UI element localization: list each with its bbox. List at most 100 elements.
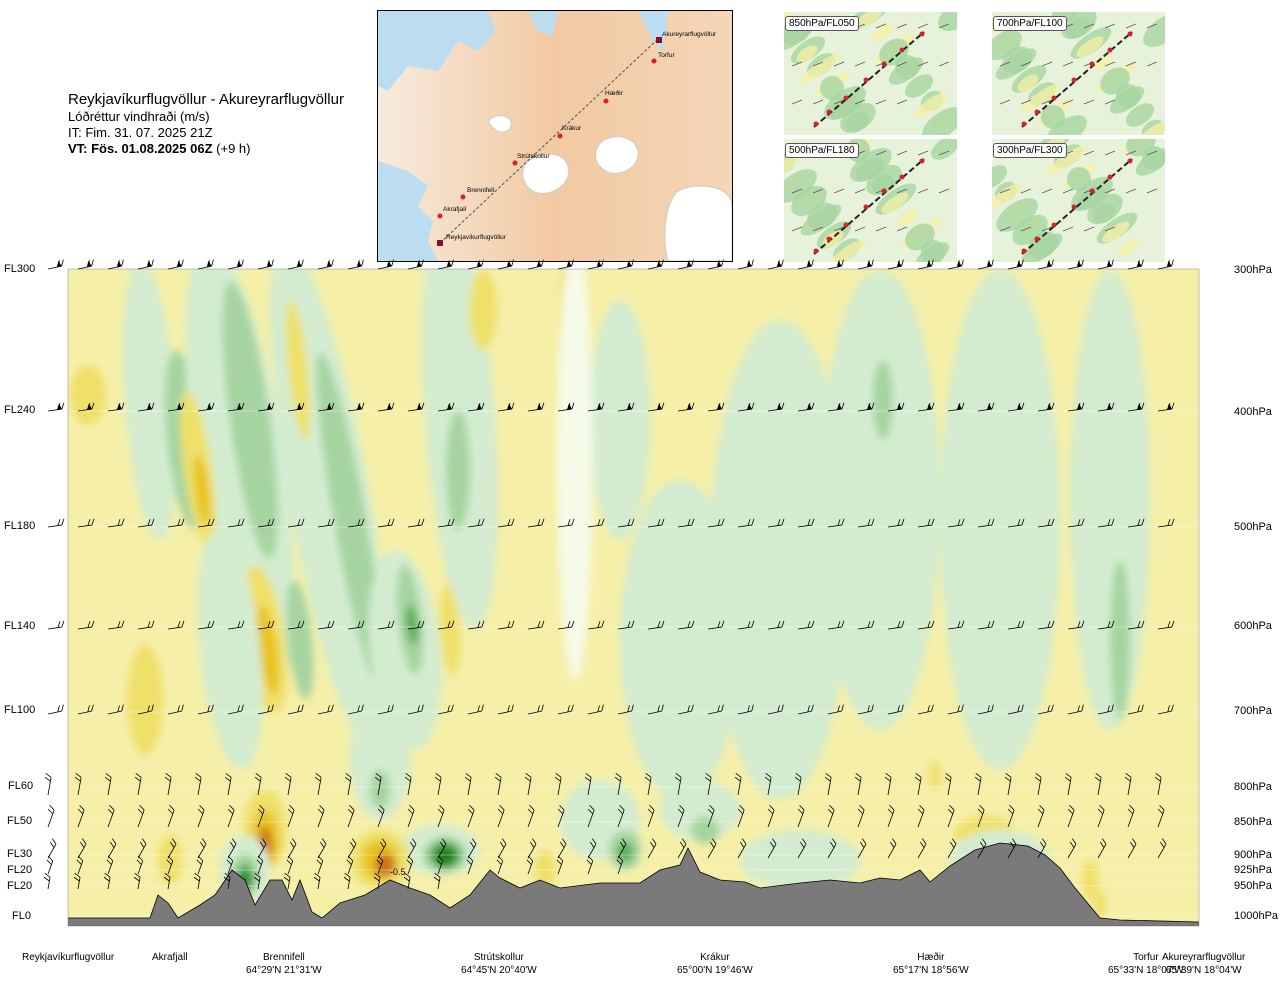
- wind-barb: [824, 772, 832, 796]
- thumb-waypoint: [1051, 222, 1057, 228]
- wind-barb: [767, 402, 785, 412]
- wind-barb: [107, 838, 117, 859]
- wind-barb: [1157, 402, 1175, 412]
- thumb-wind-barb: [1125, 188, 1137, 194]
- wind-barb: [77, 838, 87, 859]
- wind-barb: [677, 518, 695, 528]
- thumb-wind-barb: [896, 23, 908, 29]
- wind-barb: [107, 620, 125, 630]
- wind-barb: [347, 704, 364, 715]
- wind-barb: [1157, 804, 1165, 828]
- wind-barb: [1037, 838, 1047, 859]
- thumb-waypoint: [1107, 47, 1113, 53]
- wind-barb: [196, 855, 204, 875]
- wind-barb: [977, 620, 995, 630]
- wind-barb: [227, 402, 245, 412]
- wind-barb: [857, 704, 874, 715]
- wind-barb: [947, 402, 965, 412]
- thumb-waypoint: [1021, 121, 1027, 127]
- field-region-slight-up: [197, 530, 263, 770]
- thumb-700-label: 700hPa/FL100: [993, 16, 1067, 31]
- wind-barb: [527, 518, 545, 528]
- wind-barb: [137, 259, 154, 270]
- wind-barb: [284, 772, 292, 796]
- location-label: Akrafjall: [152, 952, 188, 963]
- wind-barb: [497, 259, 514, 270]
- thumb-850: 850hPa/FL050: [784, 12, 957, 135]
- thumb-field-patch: [1125, 103, 1155, 127]
- thumb-wind-barb: [1041, 188, 1053, 194]
- wind-barb: [857, 804, 865, 828]
- wind-barb: [1037, 518, 1055, 528]
- wind-barb: [1034, 772, 1042, 796]
- thumb-wind-barb: [896, 226, 908, 232]
- wind-barb: [77, 259, 94, 270]
- wind-barb: [194, 772, 202, 796]
- thumb-field-patch: [992, 183, 1022, 209]
- thumb-wind-barb: [917, 23, 929, 29]
- thumb-wind-barb: [896, 99, 908, 105]
- wind-barb: [1067, 402, 1085, 412]
- thumb-waypoint: [1051, 95, 1057, 101]
- wind-barb: [407, 620, 425, 630]
- map-label-haedir: Hæðir: [605, 89, 624, 97]
- wind-barb: [977, 838, 987, 859]
- thumb-field-patch: [995, 48, 1037, 80]
- thumb-wind-barb: [812, 99, 824, 105]
- wind-barb: [103, 872, 111, 890]
- field-region-slight-up: [710, 320, 850, 800]
- thumb-field-patch: [992, 165, 1008, 189]
- wind-barb: [317, 704, 334, 715]
- map-label-akureyri: Akureyrarflugvöllur: [662, 31, 717, 38]
- location-label: Akureyrarflugvöllur 65°39'N 18°04'W: [1162, 952, 1246, 976]
- wind-barb: [347, 838, 357, 859]
- wind-barb: [167, 838, 177, 859]
- wind-barb: [917, 620, 935, 630]
- thumb-850-label: 850hPa/FL050: [785, 16, 859, 31]
- wind-barb: [1097, 704, 1114, 715]
- wind-barb: [347, 620, 365, 630]
- thumb-wind-barb: [875, 226, 887, 232]
- thumb-wind-barb: [1083, 226, 1095, 232]
- wind-barb: [257, 402, 275, 412]
- field-region-weak-down: [439, 585, 461, 675]
- thumb-field-patch: [1021, 233, 1063, 262]
- thumb-wind-barb: [896, 150, 908, 156]
- wind-barb: [947, 518, 965, 528]
- thumb-field-patch: [914, 92, 948, 118]
- wind-barb: [317, 518, 335, 528]
- hpa-label: 800hPa: [1234, 781, 1272, 793]
- thumb-wind-barb: [1020, 99, 1032, 105]
- wind-barb: [286, 855, 294, 875]
- thumb-field-patch: [1143, 13, 1165, 47]
- thumb-300-svg: [992, 139, 1165, 262]
- thumb-500: 500hPa/FL180: [784, 139, 957, 262]
- wind-barb: [887, 838, 897, 859]
- wind-barb: [407, 804, 415, 828]
- wind-barb: [437, 518, 455, 528]
- wind-barb: [167, 402, 185, 412]
- wind-barb: [287, 838, 297, 859]
- wind-barb: [1097, 402, 1115, 412]
- wind-barb: [467, 838, 477, 859]
- thumb-field-patch: [1135, 121, 1165, 135]
- wind-barb: [737, 804, 745, 828]
- field-region-weak-down: [285, 300, 311, 440]
- wind-barb: [527, 259, 544, 270]
- wind-barb: [854, 772, 862, 796]
- terrain: [68, 842, 1199, 926]
- wind-barb: [1037, 620, 1055, 630]
- wind-barb: [377, 518, 395, 528]
- wind-barb: [137, 704, 154, 715]
- wind-barb: [1157, 620, 1175, 630]
- location-label: Brennifell 64°29'N 21°31'W: [246, 952, 322, 976]
- wind-barb: [797, 838, 807, 859]
- wind-barb: [944, 772, 952, 796]
- thumb-wind-barb: [1104, 150, 1116, 156]
- wind-barb: [557, 620, 575, 630]
- wind-barb: [257, 804, 265, 828]
- wind-barb: [704, 772, 712, 796]
- wind-barb: [677, 259, 694, 270]
- thumb-wind-barb: [999, 188, 1011, 194]
- thumb-waypoint: [1021, 248, 1027, 254]
